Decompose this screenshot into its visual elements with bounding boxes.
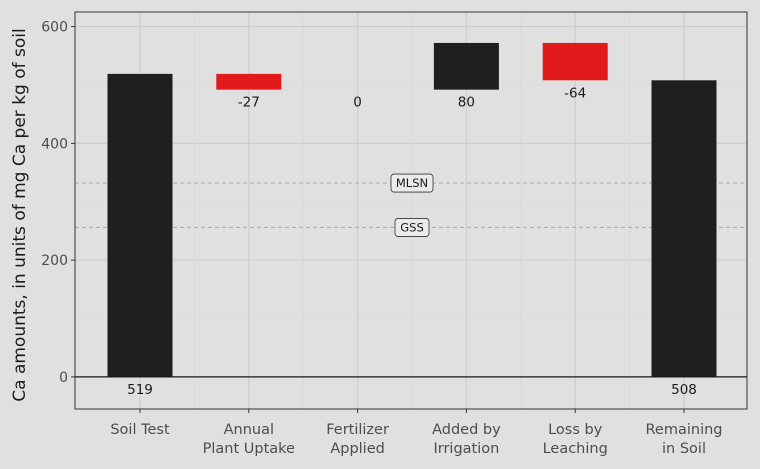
bar [651,80,717,377]
axes: 0 200 400 600 Soil Test Annual Plant Uptake Fer… [41,11,748,457]
bar [107,73,173,377]
x-tick-label-line: Leaching [543,441,608,457]
y-tick-label: 0 [59,370,68,386]
x-tick-label: Annual Plant Uptake [203,422,295,457]
bars [107,42,717,377]
y-tick-label: 600 [41,20,68,36]
data-label: 80 [458,95,475,111]
x-tick-label-line: Annual [224,422,274,438]
data-label: 508 [671,382,697,398]
y-tick-label: 400 [41,136,68,152]
data-label: 519 [127,382,153,398]
x-tick-label: Soil Test [110,422,170,438]
x-tick-label-line: Added by [432,422,501,438]
data-label: 0 [353,95,362,111]
x-tick-label: Loss by Leaching [543,422,608,457]
reference-label: MLSN [396,176,428,190]
x-tick-label-line: Soil Test [110,422,170,438]
bar [433,42,499,90]
bar [216,73,282,90]
panel-border [74,11,748,410]
x-tick-label: Remaining in Soil [646,422,723,457]
reference-label-box [394,218,430,237]
grid-layer [75,12,747,409]
x-tick-label-line: Loss by [548,422,603,438]
x-tick-label-line: Irrigation [433,441,499,457]
x-tick-label-line: in Soil [662,441,706,457]
reference-label-box [390,173,434,193]
data-label: -27 [238,95,260,111]
bar [542,42,608,81]
reference-label: GSS [400,220,424,234]
x-tick-label-line: Fertilizer [326,422,389,438]
y-axis-title: Ca amounts, in units of mg Ca per kg of … [10,28,30,401]
x-tick-label-line: Remaining [646,422,723,438]
x-tick-label: Fertilizer Applied [326,422,389,457]
data-labels: 519 -27 0 80 -64 508 [127,85,697,398]
x-tick-label-line: Applied [330,441,385,457]
reference-lines: MLSN GSS [75,173,747,237]
data-label: -64 [564,85,586,101]
y-tick-label: 200 [41,253,68,269]
plot-panel [75,12,747,409]
x-tick-label: Added by Irrigation [432,422,501,457]
x-tick-label-line: Plant Uptake [203,441,295,457]
